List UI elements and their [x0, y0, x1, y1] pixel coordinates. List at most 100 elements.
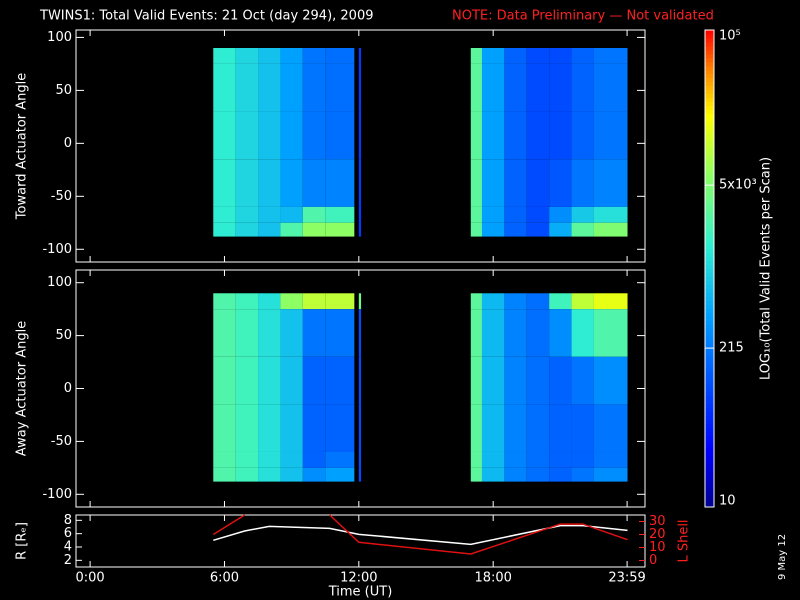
colorbar-segment — [705, 73, 714, 79]
heatmap-cell — [593, 222, 628, 237]
y2-tick-label: 20 — [649, 527, 666, 542]
heatmap-cell — [325, 451, 355, 468]
y-tick-label: 100 — [47, 275, 72, 290]
heatmap-cell — [593, 467, 628, 482]
y-tick-label: -100 — [42, 242, 72, 257]
heatmap-cell — [481, 111, 505, 160]
colorbar-segment — [705, 371, 714, 377]
colorbar-segment — [705, 308, 714, 313]
series-line — [212, 514, 628, 555]
colorbar-segment — [705, 105, 714, 110]
colorbar-segment — [705, 495, 714, 500]
heatmap-cell — [504, 404, 527, 452]
heatmap-cell — [481, 48, 505, 64]
heatmap-cell — [571, 222, 594, 237]
heatmap-cell — [302, 404, 326, 452]
heatmap-cell — [526, 309, 550, 357]
heatmap-cell — [504, 293, 527, 310]
y-tick-label: 6 — [64, 526, 72, 541]
colorbar-segment — [705, 324, 714, 329]
heatmap-cell — [504, 63, 527, 112]
heatmap-cell — [213, 356, 236, 405]
y-tick-label: 0 — [64, 136, 72, 151]
y-tick-label: -50 — [51, 434, 72, 449]
colorbar-label: LOG₁₀(Total Valid Events per Scan) — [759, 157, 774, 380]
colorbar-segment — [705, 185, 714, 190]
colorbar-segment — [705, 252, 714, 258]
colorbar-tick-label: 215 — [719, 341, 744, 356]
colorbar-segment — [705, 121, 714, 126]
heatmap-cell — [213, 451, 236, 468]
colorbar-segment — [705, 455, 714, 460]
heatmap-cell — [593, 206, 628, 223]
heatmap-cell — [325, 206, 355, 223]
x-tick-label: 0:00 — [76, 571, 105, 586]
heatmap-cell — [526, 222, 550, 237]
heatmap-cell — [470, 48, 482, 64]
colorbar-segment — [705, 351, 714, 357]
heatmap-cell — [481, 63, 505, 112]
colorbar-segment — [705, 97, 714, 103]
heatmap-cell — [358, 48, 362, 64]
colorbar-segment — [705, 77, 714, 83]
colorbar-segment — [705, 81, 714, 87]
heatmap-cell — [470, 63, 482, 112]
heatmap-cell — [235, 63, 259, 112]
heatmap-cell — [258, 451, 281, 468]
colorbar-segment — [705, 272, 714, 277]
heatmap-cell — [258, 111, 281, 160]
colorbar-segment — [705, 280, 714, 285]
heatmap-cell — [470, 451, 482, 468]
heatmap-cell — [280, 404, 303, 452]
x-tick-label: 12:00 — [340, 571, 377, 586]
x-tick-label: 6:00 — [210, 571, 239, 586]
colorbar-segment — [705, 141, 714, 146]
heatmap-cell — [258, 63, 281, 112]
heatmap-cell — [280, 206, 303, 223]
note: NOTE: Data Preliminary — Not validated — [452, 9, 714, 24]
colorbar-segment — [705, 288, 714, 293]
heatmap-cell — [235, 222, 259, 237]
colorbar-tick-label: 5x10³ — [719, 178, 757, 193]
y-tick-label: -50 — [51, 189, 72, 204]
series-line — [213, 524, 628, 546]
heatmap-cell — [235, 309, 259, 357]
y2-tick-label: 0 — [649, 553, 657, 568]
heatmap-cell — [258, 48, 281, 64]
colorbar-segment — [705, 463, 714, 468]
heatmap-cell — [258, 309, 281, 357]
colorbar-segment — [705, 133, 714, 138]
colorbar-segment — [705, 415, 714, 421]
plot-frame — [75, 29, 646, 263]
colorbar-segment — [705, 332, 714, 337]
colorbar-segment — [705, 256, 714, 262]
colorbar-segment — [705, 375, 714, 381]
colorbar-segment — [705, 169, 714, 174]
heatmap-cell — [325, 467, 355, 482]
heatmap-cell — [571, 356, 594, 405]
heatmap-cell — [213, 467, 236, 482]
colorbar-segment — [705, 344, 714, 349]
heatmap-cell — [470, 206, 482, 223]
colorbar-segment — [705, 125, 714, 130]
heatmap-cell — [302, 467, 326, 482]
heatmap-cell — [526, 206, 550, 223]
heatmap-cell — [504, 159, 527, 207]
colorbar-segment — [705, 216, 714, 222]
heatmap-cell — [302, 159, 326, 207]
heatmap-cell — [481, 293, 505, 310]
colorbar-segment — [705, 157, 714, 162]
heatmap-cell — [325, 159, 355, 207]
colorbar-segment — [705, 348, 714, 353]
heatmap-cell — [358, 63, 362, 112]
heatmap-cell — [235, 293, 259, 310]
colorbar-segment — [705, 359, 714, 365]
heatmap-cell — [325, 48, 355, 64]
heatmap-cell — [358, 467, 362, 482]
heatmap-cell — [470, 159, 482, 207]
colorbar-segment — [705, 65, 714, 71]
heatmap-cell — [258, 467, 281, 482]
colorbar-segment — [705, 224, 714, 230]
heatmap-cell — [358, 111, 362, 160]
